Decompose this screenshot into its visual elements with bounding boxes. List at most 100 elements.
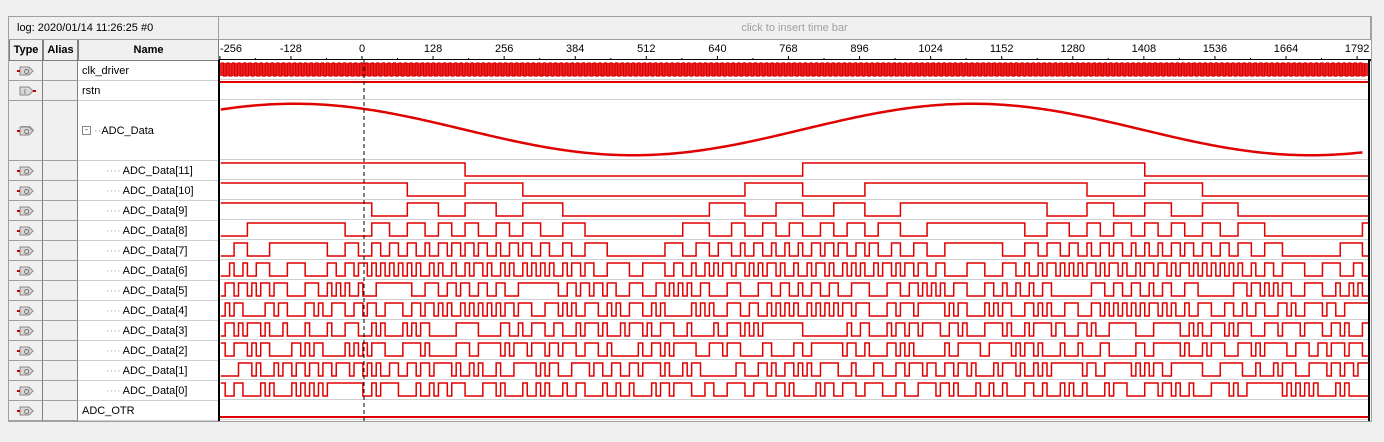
svg-text:O: O — [24, 129, 30, 136]
collapse-icon[interactable]: - — [82, 126, 91, 135]
wave-adc_data2 — [220, 342, 1368, 357]
ruler-label: -128 — [280, 43, 302, 55]
svg-text:O: O — [24, 389, 30, 396]
signal-row-adc_data4[interactable]: ···· ADC_Data[4] — [78, 301, 219, 321]
signal-name: ADC_Data[4] — [122, 304, 188, 317]
svg-text:O: O — [24, 229, 30, 236]
waveform-area[interactable] — [218, 60, 1370, 421]
signal-type-cell: O — [9, 61, 43, 81]
signal-name: ADC_Data — [101, 124, 154, 137]
wave-adc_data1 — [220, 362, 1368, 377]
signal-alias-cell — [43, 161, 78, 181]
signal-row-adc_data9[interactable]: ···· ADC_Data[9] — [78, 201, 219, 221]
output-pin-icon: O — [16, 286, 34, 296]
wave-adc_data — [220, 102, 1363, 157]
signal-row-adc_data11[interactable]: ···· ADC_Data[11] — [78, 161, 219, 181]
signal-type-cell: O — [9, 281, 43, 301]
column-alias[interactable]: Alias — [43, 40, 78, 61]
svg-text:O: O — [24, 329, 30, 336]
ruler-label: 128 — [424, 43, 442, 55]
signal-name: ADC_Data[9] — [122, 204, 188, 217]
output-pin-icon: O — [16, 206, 34, 216]
signal-type-cell: O — [9, 181, 43, 201]
ruler-label: 512 — [637, 43, 655, 55]
svg-text:O: O — [24, 249, 30, 256]
signal-alias-cell — [43, 321, 78, 341]
signal-alias-cell — [43, 281, 78, 301]
clock-fill — [220, 63, 1368, 76]
wave-adc_data11 — [220, 162, 1368, 177]
signal-type-cell: O — [9, 381, 43, 401]
wave-adc_data8 — [220, 222, 1368, 237]
signal-alias-cell — [43, 301, 78, 321]
svg-text:O: O — [24, 369, 30, 376]
output-pin-icon: O — [16, 226, 34, 236]
signal-name: ADC_OTR — [82, 404, 135, 417]
signal-type-cell: O — [9, 221, 43, 241]
column-type[interactable]: Type — [9, 40, 43, 61]
signal-alias-cell — [43, 181, 78, 201]
signal-alias-cell — [43, 101, 78, 161]
signal-alias-cell — [43, 341, 78, 361]
signal-row-adc_data5[interactable]: ···· ADC_Data[5] — [78, 281, 219, 301]
signal-name: ADC_Data[2] — [122, 344, 188, 357]
signal-name: ADC_Data[0] — [122, 384, 188, 397]
signal-type-cell: O — [9, 201, 43, 221]
ruler-label: 768 — [779, 43, 797, 55]
time-ruler[interactable]: -256 -128 0 128 256 384 512 640 768 896 1024 1152 12… — [219, 40, 1371, 61]
signal-alias-cell — [43, 81, 78, 101]
signal-name: ADC_Data[6] — [122, 264, 188, 277]
signal-alias-cell — [43, 241, 78, 261]
signal-type-cell: O — [9, 261, 43, 281]
output-pin-icon: O — [16, 246, 34, 256]
signal-type-cell: O — [9, 101, 43, 161]
output-pin-icon: O — [16, 306, 34, 316]
signal-type-cell: O — [9, 361, 43, 381]
output-pin-icon: O — [16, 166, 34, 176]
ruler-label: 896 — [850, 43, 868, 55]
input-pin-icon: I — [19, 86, 36, 96]
ruler-label: 384 — [566, 43, 584, 55]
time-bar-area[interactable]: click to insert time bar — [219, 17, 1371, 40]
signal-row-adc_data3[interactable]: ···· ADC_Data[3] — [78, 321, 219, 341]
ruler-label: 1536 — [1203, 43, 1227, 55]
signal-type-cell: O — [9, 161, 43, 181]
signal-type-cell: O — [9, 341, 43, 361]
wave-adc_data5 — [220, 282, 1368, 297]
signal-alias-cell — [43, 61, 78, 81]
output-pin-icon: O — [16, 406, 34, 416]
svg-text:O: O — [24, 409, 30, 416]
signal-row-adc_data8[interactable]: ···· ADC_Data[8] — [78, 221, 219, 241]
signal-row-adc_data6[interactable]: ···· ADC_Data[6] — [78, 261, 219, 281]
signal-row-adc_data0[interactable]: ···· ADC_Data[0] — [78, 381, 219, 401]
signal-type-cell: O — [9, 321, 43, 341]
ruler-label: 640 — [708, 43, 726, 55]
signal-row-adc_otr[interactable]: ADC_OTR — [78, 401, 219, 421]
signal-row-adc_data10[interactable]: ···· ADC_Data[10] — [78, 181, 219, 201]
signal-row-adc_data1[interactable]: ···· ADC_Data[1] — [78, 361, 219, 381]
signal-name: ADC_Data[3] — [122, 324, 188, 337]
ruler-label: 0 — [359, 43, 365, 55]
output-pin-icon: O — [16, 326, 34, 336]
signal-type-cell: O — [9, 301, 43, 321]
svg-text:O: O — [24, 269, 30, 276]
signal-type-cell: I — [9, 81, 43, 101]
wave-adc_data9 — [220, 202, 1368, 217]
svg-text:O: O — [24, 189, 30, 196]
signal-row-rstn[interactable]: rstn — [78, 81, 219, 101]
signal-name: ADC_Data[8] — [122, 224, 188, 237]
ruler-label: 1792 — [1345, 43, 1369, 55]
signal-alias-cell — [43, 261, 78, 281]
signal-row-adc_data2[interactable]: ···· ADC_Data[2] — [78, 341, 219, 361]
column-name[interactable]: Name — [78, 40, 219, 61]
signal-row-adc_data[interactable]: - ·· ADC_Data — [78, 101, 219, 161]
signal-alias-cell — [43, 221, 78, 241]
ruler-label: 1280 — [1061, 43, 1085, 55]
wave-adc_data7 — [220, 242, 1368, 257]
signal-name: ADC_Data[5] — [122, 284, 188, 297]
signal-row-adc_data7[interactable]: ···· ADC_Data[7] — [78, 241, 219, 261]
signal-row-clk_driver[interactable]: clk_driver — [78, 61, 219, 81]
svg-text:O: O — [24, 309, 30, 316]
signal-name: rstn — [82, 84, 101, 97]
signal-alias-cell — [43, 401, 78, 421]
